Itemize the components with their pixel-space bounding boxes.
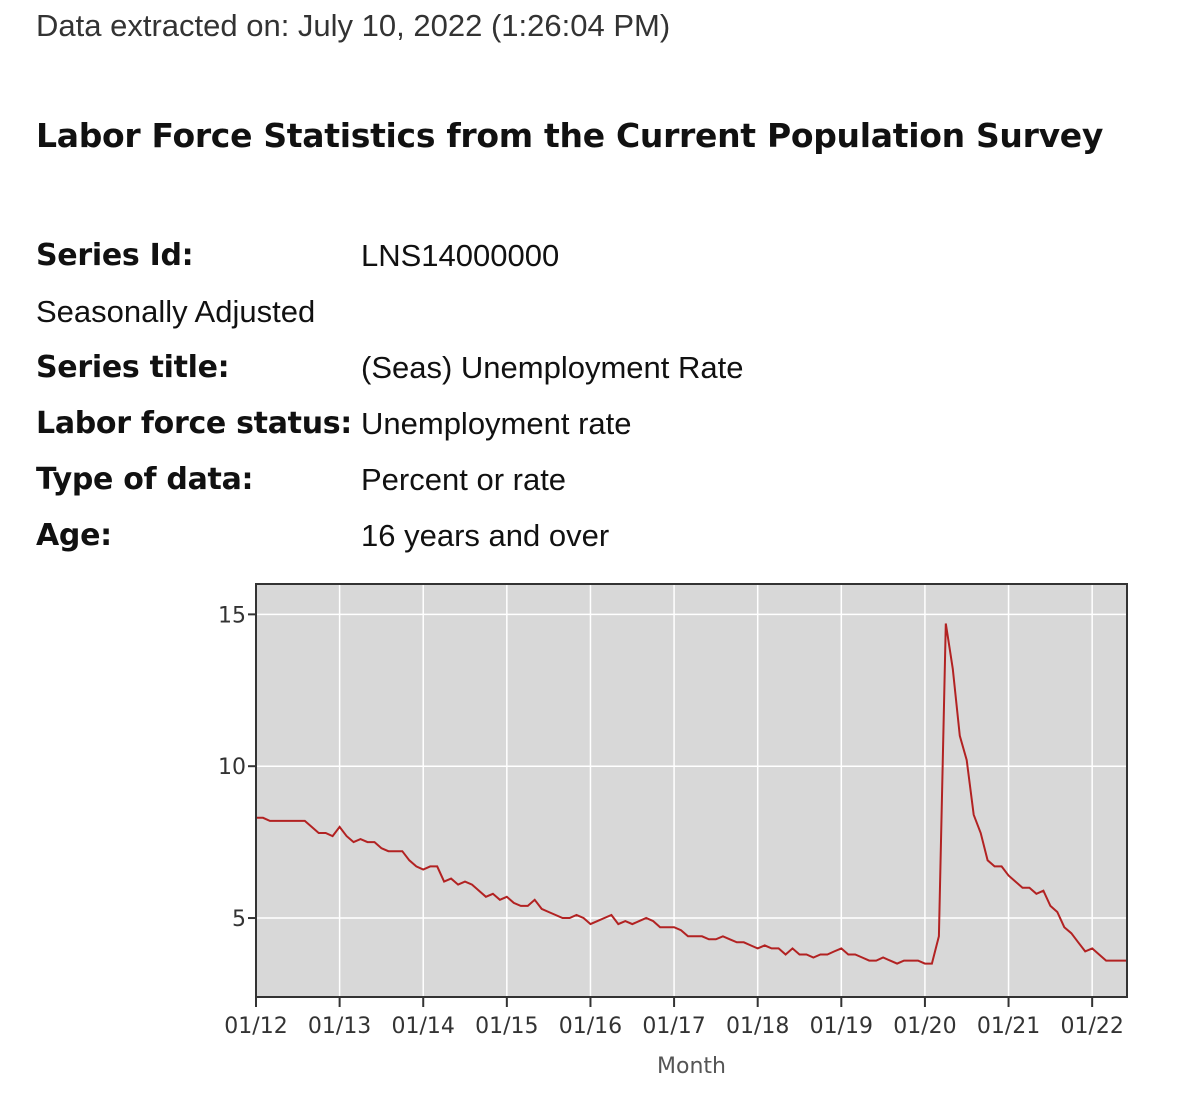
y-axis-ticks: 5 10 15 (218, 603, 256, 932)
series-id-label: Series Id: (36, 238, 194, 273)
unemployment-line-chart: 01/12 01/13 01/14 01/15 01/16 01/17 01/18 01/19… (218, 583, 1128, 1079)
labor-force-value: Unemployment rate (361, 406, 632, 441)
series-line (256, 623, 1127, 965)
x-tick-label: 01/13 (308, 1014, 371, 1039)
age-label: Age: (36, 518, 112, 553)
x-axis-title: Month (657, 1054, 726, 1079)
x-tick-label: 01/21 (977, 1014, 1040, 1039)
type-of-data-label: Type of data: (36, 462, 254, 497)
series-title-label: Series title: (36, 350, 230, 385)
x-tick-label: 01/14 (392, 1014, 455, 1039)
type-of-data-value: Percent or rate (361, 462, 567, 497)
survey-title: Labor Force Statistics from the Current … (36, 116, 1104, 155)
y-tick-label: 10 (218, 755, 246, 780)
labor-force-label: Labor force status: (36, 406, 353, 441)
x-tick-label: 01/15 (475, 1014, 538, 1039)
x-tick-label: 01/19 (810, 1014, 873, 1039)
y-tick-label: 15 (218, 603, 246, 628)
age-value: 16 years and over (361, 518, 610, 553)
x-tick-label: 01/17 (642, 1014, 705, 1039)
y-tick-label: 5 (232, 907, 246, 932)
seasonally-adjusted-text: Seasonally Adjusted (36, 294, 316, 329)
series-title-value: (Seas) Unemployment Rate (361, 350, 744, 385)
x-tick-label: 01/16 (559, 1014, 622, 1039)
plot-frame (255, 583, 1128, 998)
x-tick-label: 01/22 (1060, 1014, 1123, 1039)
x-tick-label: 01/20 (893, 1014, 956, 1039)
x-axis-ticks: 01/12 01/13 01/14 01/15 01/16 01/17 01/18 01/19… (224, 997, 1124, 1039)
x-tick-label: 01/12 (224, 1014, 287, 1039)
x-tick-label: 01/18 (726, 1014, 789, 1039)
series-id-value: LNS14000000 (361, 238, 560, 273)
plot-area (256, 584, 1127, 997)
data-extracted-timestamp: Data extracted on: July 10, 2022 (1:26:0… (36, 8, 671, 43)
